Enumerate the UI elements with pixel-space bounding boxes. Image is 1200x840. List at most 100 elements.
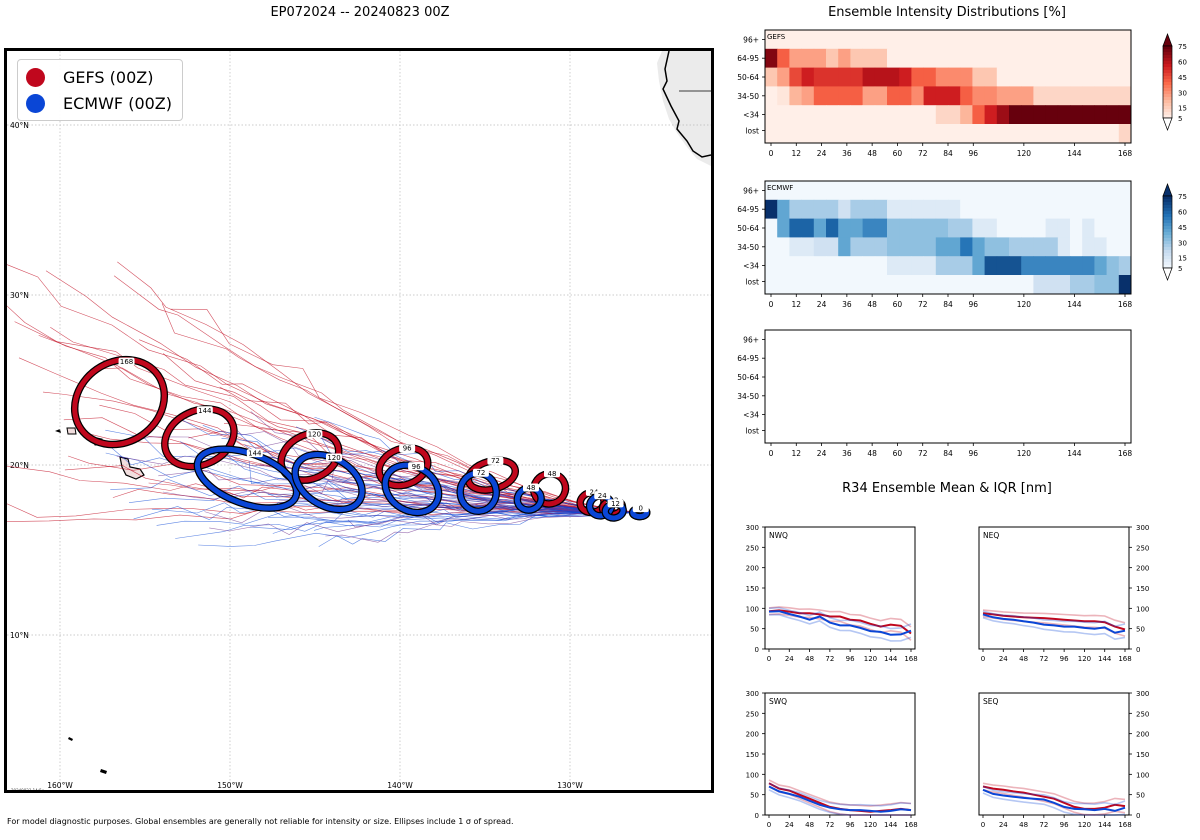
x-tick-label: 168 bbox=[1118, 449, 1133, 458]
lat-label: 40°N bbox=[10, 121, 29, 130]
heatmap-cell bbox=[789, 86, 802, 106]
heatmap-cell bbox=[1045, 124, 1059, 144]
r34-frame bbox=[764, 526, 916, 650]
heatmap-cell bbox=[1106, 105, 1120, 125]
legend-item-ecmwf: ECMWF (00Z) bbox=[26, 90, 172, 116]
heatmap-cell bbox=[1094, 181, 1107, 201]
coastline bbox=[662, 51, 711, 158]
y-tick-label: 50 bbox=[750, 792, 759, 800]
ecmwf-hour-label: 120 bbox=[327, 454, 340, 462]
heatmap-cell bbox=[1070, 30, 1083, 50]
map-canvas: 160°W 150°W 140°W 130°W 40°N 30°N 20°N 10°N 168 1… bbox=[7, 51, 711, 790]
ecmwf-hour-label: 24 bbox=[598, 492, 607, 500]
y-tick-label: 0 bbox=[1136, 646, 1140, 654]
ecmwf-hour-label-bg bbox=[607, 499, 624, 508]
x-tick-label: 168 bbox=[1118, 300, 1133, 309]
heatmap-cell bbox=[801, 67, 815, 87]
heatmap-cell bbox=[862, 48, 876, 68]
island-kauai bbox=[55, 429, 61, 433]
heatmap-cell bbox=[777, 218, 790, 238]
heatmap-cell bbox=[765, 30, 778, 50]
x-tick-label: 0 bbox=[769, 300, 774, 309]
x-tick-label: 0 bbox=[767, 655, 771, 663]
x-tick-label: 48 bbox=[1019, 655, 1028, 663]
gefs-hour-label-bg bbox=[118, 357, 135, 366]
ensemble-track bbox=[198, 512, 640, 547]
heatmap-cell bbox=[1021, 181, 1034, 201]
x-tick-label: 24 bbox=[999, 655, 1008, 663]
heatmap-cell bbox=[1094, 67, 1107, 87]
heatmap-cell bbox=[1033, 30, 1046, 50]
heatmap-frame bbox=[764, 329, 1132, 444]
heatmap-cell bbox=[765, 199, 778, 219]
heatmap-cell bbox=[765, 218, 778, 238]
heatmap-cell bbox=[765, 275, 778, 295]
colorbar-bottom-arrow bbox=[1162, 267, 1173, 281]
heatmap-name: GEFS bbox=[767, 33, 786, 41]
heatmap-cell bbox=[1118, 275, 1132, 295]
gefs-hour-label: 96 bbox=[403, 445, 412, 453]
x-tick-label: 36 bbox=[842, 149, 852, 158]
x-tick-label: 24 bbox=[817, 449, 827, 458]
colorbar-segment bbox=[1163, 106, 1172, 110]
heatmap-cell bbox=[1070, 181, 1083, 201]
heatmap-cell bbox=[1094, 105, 1107, 125]
ensemble-track bbox=[162, 489, 640, 513]
heatmap-cell bbox=[887, 86, 900, 106]
heatmap-cell bbox=[960, 124, 973, 144]
legend-label-ecmwf: ECMWF (00Z) bbox=[63, 93, 172, 113]
x-tick-label: 96 bbox=[969, 449, 979, 458]
heatmap-cell bbox=[874, 30, 888, 50]
heatmap-cell bbox=[1082, 105, 1095, 125]
heatmap-cell bbox=[948, 48, 961, 68]
lat-label: 10°N bbox=[10, 631, 29, 640]
ecmwf-hour-label: 48 bbox=[527, 484, 536, 492]
heatmap-cell bbox=[789, 181, 802, 201]
heatmap-cell bbox=[765, 237, 778, 257]
iqr-line bbox=[982, 785, 1126, 806]
heatmap-cell bbox=[1021, 124, 1034, 144]
x-tick-label: 48 bbox=[867, 449, 877, 458]
y-tick-label: 100 bbox=[746, 605, 759, 613]
x-tick-label: 144 bbox=[884, 655, 898, 663]
heatmap-cell bbox=[1045, 30, 1059, 50]
heatmap-cell bbox=[1118, 67, 1132, 87]
row-label: 50-64 bbox=[737, 224, 759, 233]
heatmap-cell bbox=[923, 30, 937, 50]
heatmap-cell bbox=[777, 67, 790, 87]
heatmap-cell bbox=[960, 67, 973, 87]
heatmap-cell bbox=[887, 275, 900, 295]
colorbar-segment bbox=[1163, 76, 1172, 80]
heatmap-cell bbox=[874, 124, 888, 144]
y-tick-label: 0 bbox=[755, 646, 759, 654]
heatmap-cell bbox=[850, 67, 863, 87]
iqr-line bbox=[982, 609, 1126, 624]
heatmap-cell bbox=[874, 86, 888, 106]
y-tick-label: 200 bbox=[746, 565, 759, 573]
heatmap-cell bbox=[1021, 86, 1034, 106]
heatmap-cell bbox=[935, 105, 949, 125]
x-tick-label: 36 bbox=[842, 300, 852, 309]
heatmap-cell bbox=[838, 48, 851, 68]
x-tick-label: 168 bbox=[1118, 655, 1131, 663]
heatmap-name: ECMWF bbox=[767, 184, 793, 192]
heatmap-cell bbox=[899, 181, 912, 201]
heatmap-cell bbox=[850, 256, 863, 276]
heatmap-cell bbox=[972, 237, 985, 257]
x-tick-label: 48 bbox=[1019, 821, 1028, 829]
heatmap-cell bbox=[1118, 48, 1132, 68]
x-tick-label: 48 bbox=[805, 821, 814, 829]
heatmap-cell bbox=[899, 218, 912, 238]
heatmap-cell bbox=[862, 30, 876, 50]
heatmap-cell bbox=[972, 256, 985, 276]
heatmap-cell bbox=[1106, 237, 1120, 257]
x-tick-label: 120 bbox=[1017, 300, 1032, 309]
heatmap-cell bbox=[862, 124, 876, 144]
r34-quadrant-label: NWQ bbox=[769, 531, 788, 540]
heatmap-cell bbox=[801, 181, 815, 201]
heatmap-cell bbox=[996, 48, 1010, 68]
heatmap-cell bbox=[813, 181, 827, 201]
lon-label: 150°W bbox=[217, 781, 243, 790]
x-tick-label: 24 bbox=[817, 300, 827, 309]
heatmap-cell bbox=[899, 105, 912, 125]
